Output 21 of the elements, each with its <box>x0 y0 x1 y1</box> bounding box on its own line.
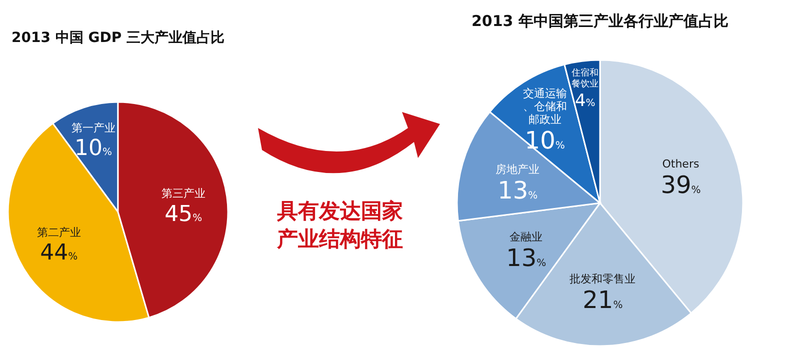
data-label: 4% <box>574 90 596 111</box>
slice-label: 金融业 <box>510 230 543 244</box>
slice-label: 第三产业 <box>161 187 206 200</box>
slice-label: Others <box>662 158 700 171</box>
data-label: 21% <box>582 286 623 314</box>
chart-title: 2013 中国 GDP 三大产业值占比 <box>12 29 224 46</box>
chart-title: 2013 年中国第三产业各行业产值占比 <box>472 12 728 30</box>
data-label: 45% <box>164 202 202 228</box>
slice-label: 第一产业 <box>71 121 116 134</box>
data-label: 13% <box>498 176 538 204</box>
data-label: 39% <box>660 171 701 200</box>
slice-label: 交通运输、仓储和邮政业 <box>522 86 567 126</box>
data-label: 44% <box>40 240 78 266</box>
slice-label: 批发和零售业 <box>570 272 636 286</box>
data-label: 13% <box>506 244 546 272</box>
slice-label: 第二产业 <box>36 226 81 239</box>
slice-label: 住宿和餐饮业 <box>572 68 599 90</box>
text: 具有发达国家产业结构特征 <box>276 199 403 251</box>
data-label: 10% <box>524 126 565 154</box>
slice-label: 房地产业 <box>496 162 540 176</box>
data-label: 10% <box>74 136 112 162</box>
